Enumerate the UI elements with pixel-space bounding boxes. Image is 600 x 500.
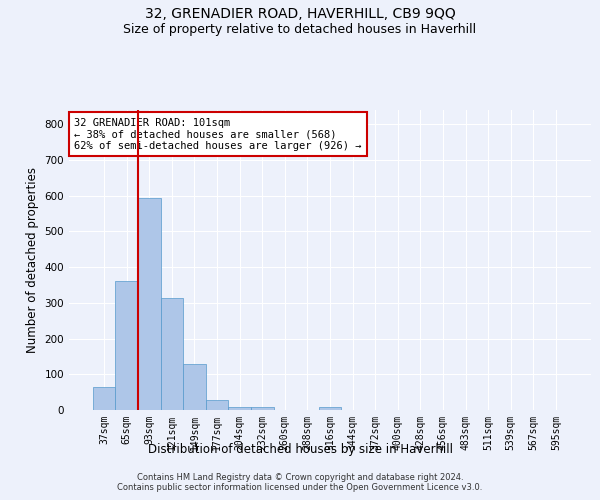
Bar xyxy=(161,298,183,410)
Bar xyxy=(319,407,341,410)
Text: 32, GRENADIER ROAD, HAVERHILL, CB9 9QQ: 32, GRENADIER ROAD, HAVERHILL, CB9 9QQ xyxy=(145,8,455,22)
Bar xyxy=(229,407,251,410)
Bar xyxy=(183,364,206,410)
Text: 32 GRENADIER ROAD: 101sqm
← 38% of detached houses are smaller (568)
62% of semi: 32 GRENADIER ROAD: 101sqm ← 38% of detac… xyxy=(74,118,362,150)
Text: Contains HM Land Registry data © Crown copyright and database right 2024.: Contains HM Land Registry data © Crown c… xyxy=(137,474,463,482)
Text: Contains public sector information licensed under the Open Government Licence v3: Contains public sector information licen… xyxy=(118,484,482,492)
Bar xyxy=(251,407,274,410)
Text: Distribution of detached houses by size in Haverhill: Distribution of detached houses by size … xyxy=(148,442,452,456)
Bar xyxy=(138,198,161,410)
Bar xyxy=(206,400,229,410)
Text: Size of property relative to detached houses in Haverhill: Size of property relative to detached ho… xyxy=(124,22,476,36)
Bar xyxy=(93,387,115,410)
Y-axis label: Number of detached properties: Number of detached properties xyxy=(26,167,39,353)
Bar xyxy=(115,282,138,410)
